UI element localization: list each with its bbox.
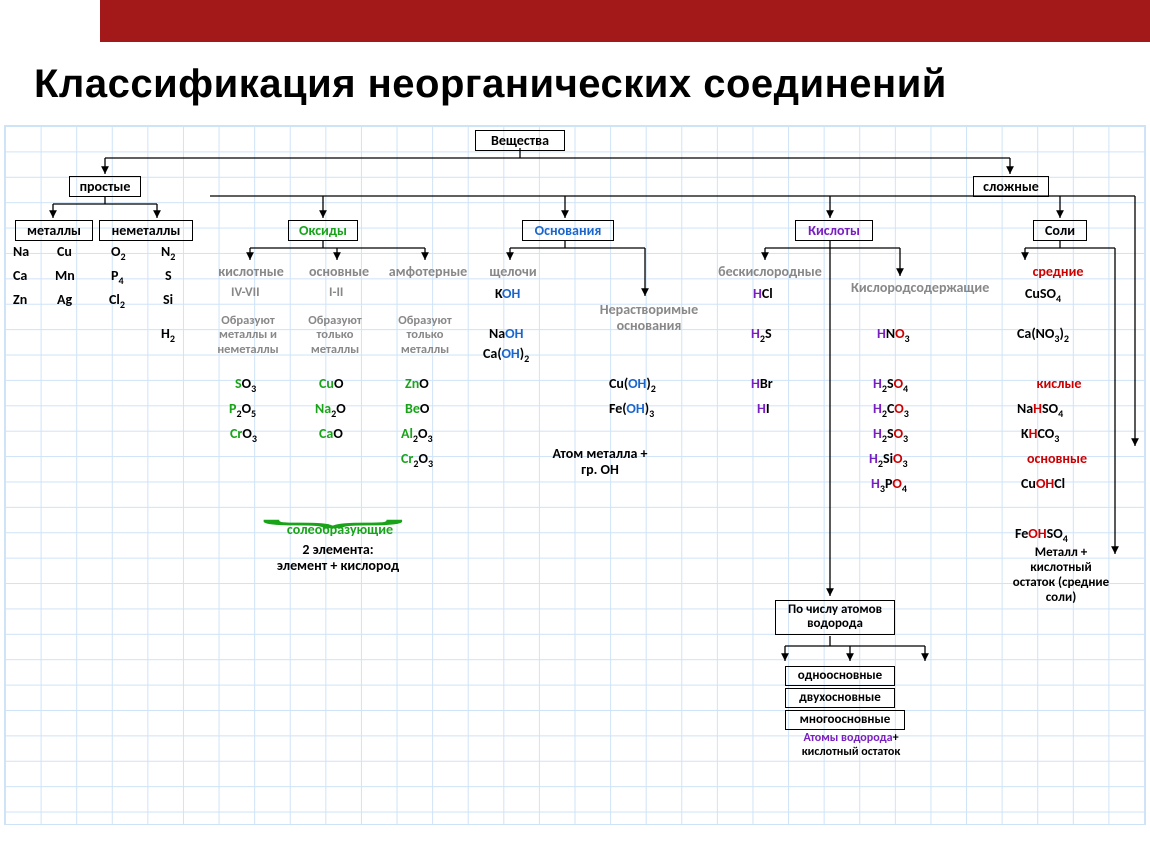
zno: ZnO: [405, 376, 429, 392]
h2sio3: H2SiO3: [869, 451, 908, 469]
metal-mn: Mn: [55, 268, 75, 284]
i-ii: I-II: [329, 286, 343, 301]
metal-cu: Cu: [57, 244, 72, 260]
metal-ca: Ca: [13, 268, 27, 284]
metal-na: Na: [13, 244, 29, 260]
nm-n2: N2: [161, 244, 175, 262]
mono-box: одноосновные: [785, 666, 895, 686]
salt-acid-hdr: кислые: [1029, 376, 1089, 392]
h2co3: H2CO3: [873, 401, 909, 419]
koh: KOH: [495, 286, 520, 302]
ox-basic-hdr: основные: [303, 264, 375, 280]
nm-p4: P4: [111, 268, 124, 286]
simple-box: простые: [69, 176, 141, 197]
nahso4: NaHSO4: [1017, 401, 1063, 419]
hcl: HCl: [753, 286, 773, 302]
p2o5: P2O5: [229, 401, 256, 419]
so3: SO3: [235, 376, 256, 394]
cuo: CuO: [319, 376, 343, 392]
h3po4: H3PO4: [871, 476, 907, 494]
poly-box: многоосновные: [785, 710, 905, 730]
salt-forming: солеобразующие: [275, 522, 405, 538]
hno3: HNO3: [877, 326, 910, 344]
cro3: CrO3: [230, 426, 257, 444]
anoxic-hdr: бескислородные: [715, 264, 825, 280]
salt-rule: Металл + кислотный остаток (средние соли…: [1009, 546, 1113, 606]
hbr: HBr: [751, 376, 773, 392]
nonmetals-hdr: неметаллы: [99, 220, 193, 241]
khco3: KHCO3: [1021, 426, 1059, 444]
cr2o3: Cr2O3: [401, 451, 433, 469]
naoh: NaOH: [489, 326, 523, 342]
nm-cl2: Cl2: [109, 292, 125, 310]
diagram-area: Вещества простые сложные металлы неметал…: [4, 125, 1146, 825]
salts-hdr: Соли: [1033, 220, 1087, 241]
cano32: Ca(NO3)2: [1017, 326, 1069, 344]
alkali-hdr: щелочи: [483, 264, 543, 280]
desc-amph: Образуют только металлы: [385, 314, 465, 357]
metals-hdr: металлы: [15, 220, 93, 241]
page-title: Классификация неорганических соединений: [0, 42, 1150, 123]
nm-s: S: [165, 268, 172, 284]
oxides-hdr: Оксиды: [288, 220, 358, 241]
h2so4: H2SO4: [873, 376, 908, 394]
cuso4: CuSO4: [1025, 286, 1061, 304]
nm-si: Si: [163, 292, 173, 308]
brace-icon: ⏟: [261, 488, 405, 524]
al2o3: Al2O3: [401, 426, 433, 444]
metal-ag: Ag: [57, 292, 72, 308]
desc-basic: Образуют только металлы: [299, 314, 371, 357]
oxyacid-hdr: Кислородсодержащие: [851, 280, 961, 296]
di-box: двухосновные: [785, 688, 895, 708]
acids-hdr: Кислоты: [795, 220, 873, 241]
base-rule: Атом металла + гр. OH: [535, 446, 665, 478]
desc-acid: Образуют металлы и неметаллы: [209, 314, 287, 357]
iv-vii: IV-VII: [231, 286, 260, 301]
salt-basic-hdr: основные: [1021, 451, 1093, 467]
complex-box: сложные: [973, 176, 1049, 197]
cuoh2: Cu(OH)2: [609, 376, 656, 394]
by-h-box: По числу атомов водорода: [775, 600, 895, 635]
ox-acid-hdr: кислотные: [215, 264, 287, 280]
feohso4: FeOHSO4: [1015, 526, 1068, 544]
nm-h2: H2: [161, 326, 175, 344]
two-elem: 2 элемента: элемент + кислород: [243, 542, 433, 574]
h2so3: H2SO3: [873, 426, 908, 444]
metal-zn: Zn: [13, 292, 27, 308]
nm-o2: O2: [111, 244, 126, 262]
beo: BeO: [405, 401, 429, 417]
feoh3: Fe(OH)3: [609, 401, 654, 419]
cuohcl: CuOHCl: [1021, 476, 1065, 492]
root-box: Вещества: [475, 130, 565, 151]
insol-hdr: Нерастворимые основания: [589, 302, 709, 334]
salt-mid-hdr: средние: [1023, 264, 1093, 280]
ox-amph-hdr: амфотерные: [385, 264, 471, 280]
na2o: Na2O: [315, 401, 346, 419]
caoh2: Ca(OH)2: [483, 346, 529, 364]
cao: CaO: [319, 426, 343, 442]
hi: HI: [757, 401, 770, 417]
bases-hdr: Основания: [522, 220, 614, 241]
header-bar: [100, 0, 1150, 42]
h2s: H2S: [751, 326, 772, 344]
acid-rule: Атомы водорода+кислотный остаток: [781, 732, 921, 760]
